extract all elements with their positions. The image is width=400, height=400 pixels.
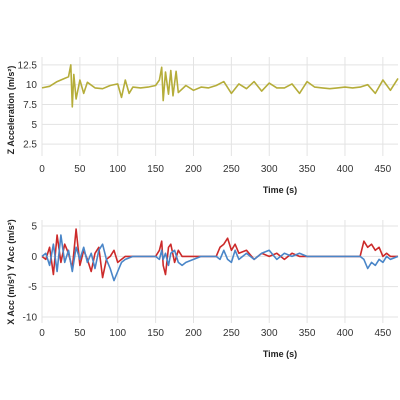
- xy-chart-y-tick-label: 5: [31, 222, 37, 233]
- xy-chart-y-tick-label: -5: [28, 282, 37, 293]
- z-chart-x-tick-label: 250: [223, 164, 240, 175]
- xy-chart-x-tick-label: 100: [109, 328, 126, 339]
- xy-chart-x-tick-label: 250: [223, 328, 240, 339]
- z-chart-y-tick-label: 5: [31, 120, 37, 131]
- xy-chart-x-tick-label: 450: [375, 328, 392, 339]
- z-chart-x-axis-title: Time (s): [263, 185, 297, 195]
- z-acceleration-chart: 0 50 100 150 200 250 300 350 400 450 2.5 5 7.5 10 12.5…: [6, 57, 399, 195]
- xy-chart-x-tick-label: 50: [74, 328, 86, 339]
- z-chart-x-tick-label: 100: [109, 164, 126, 175]
- xy-chart-x-tick-label: 400: [337, 328, 354, 339]
- xy-chart-x-tick-label: 0: [39, 328, 45, 339]
- xy-chart-x-tick-label: 200: [185, 328, 202, 339]
- xy-chart-y-tick-label: 0: [31, 252, 37, 263]
- z-chart-y-tick-label: 2.5: [23, 140, 37, 151]
- z-chart-y-axis-title: Z Acceleration (m/s²): [6, 66, 16, 155]
- xy-chart-x-tick-label: 150: [147, 328, 164, 339]
- z-chart-x-tick-label: 150: [147, 164, 164, 175]
- z-chart-x-tick-label: 350: [299, 164, 316, 175]
- z-chart-y-tick-label: 10: [26, 80, 38, 91]
- xy-chart-x-axis-title: Time (s): [263, 349, 297, 359]
- z-chart-x-tick-label: 0: [39, 164, 45, 175]
- z-chart-x-tick-label: 300: [261, 164, 278, 175]
- xy-chart-x-tick-label: 350: [299, 328, 316, 339]
- z-chart-y-tick-label: 7.5: [23, 100, 37, 111]
- xy-chart-series-line-1: [41, 234, 399, 282]
- xy-chart-y-axis-title: X Acc (m/s²) Y Acc (m/s²): [6, 219, 16, 325]
- z-chart-series-line-0: [41, 64, 399, 108]
- xy-chart-y-tick-label: -10: [23, 312, 38, 323]
- z-chart-x-tick-label: 450: [375, 164, 392, 175]
- z-chart-x-tick-label: 200: [185, 164, 202, 175]
- z-chart-x-tick-label: 50: [74, 164, 86, 175]
- xy-chart-x-tick-label: 300: [261, 328, 278, 339]
- xy-acceleration-chart: 0 50 100 150 200 250 300 350 400 450 -10 -5 0 5 Time (…: [6, 219, 399, 359]
- z-chart-x-tick-label: 400: [337, 164, 354, 175]
- z-chart-y-tick-label: 12.5: [18, 60, 38, 71]
